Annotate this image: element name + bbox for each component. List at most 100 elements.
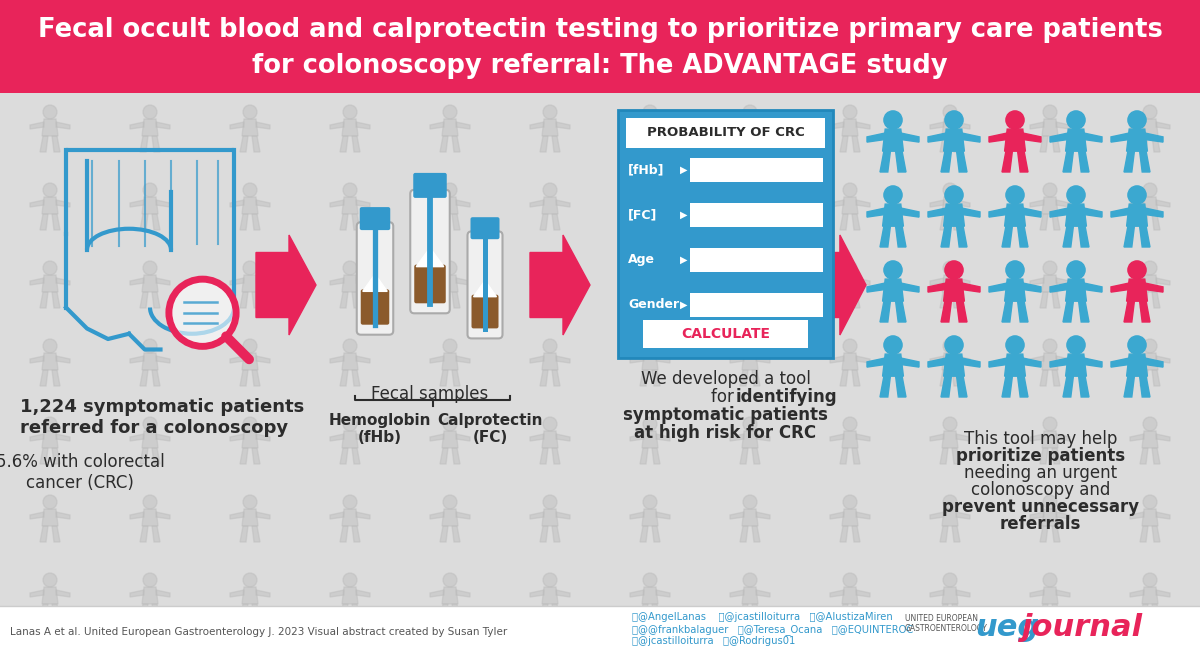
Polygon shape [1145,208,1163,217]
Polygon shape [142,431,158,448]
Polygon shape [1042,197,1058,214]
Polygon shape [56,356,70,363]
Polygon shape [1156,200,1170,207]
Polygon shape [1130,434,1144,441]
Polygon shape [1063,226,1074,247]
FancyBboxPatch shape [690,203,823,227]
Polygon shape [452,604,460,620]
Text: for colonoscopy referral: The ADVANTAGE study: for colonoscopy referral: The ADVANTAGE … [252,53,948,79]
Polygon shape [1142,431,1158,448]
Polygon shape [1127,204,1147,226]
Circle shape [943,573,958,587]
Polygon shape [1079,226,1090,247]
Circle shape [242,261,257,275]
Polygon shape [556,200,570,207]
Circle shape [1128,261,1146,279]
FancyBboxPatch shape [410,190,450,313]
Polygon shape [962,133,980,142]
Circle shape [884,261,902,279]
Circle shape [143,495,157,509]
Polygon shape [852,370,860,386]
Polygon shape [652,136,660,152]
Text: ▶: ▶ [680,300,688,310]
Polygon shape [956,356,970,363]
Polygon shape [140,292,148,308]
FancyBboxPatch shape [626,118,826,148]
Polygon shape [642,275,658,292]
Polygon shape [1156,122,1170,129]
Polygon shape [1127,354,1147,376]
Polygon shape [256,434,270,441]
Circle shape [43,183,58,197]
Text: symptomatic patients: symptomatic patients [623,406,828,424]
Polygon shape [530,200,544,207]
Polygon shape [1084,283,1102,292]
Polygon shape [895,376,906,397]
Polygon shape [895,151,906,172]
Polygon shape [530,590,544,597]
Text: ▶: ▶ [680,165,688,175]
Circle shape [842,495,857,509]
Polygon shape [880,151,890,172]
Polygon shape [142,509,158,526]
Polygon shape [1042,587,1058,604]
FancyBboxPatch shape [361,290,389,325]
Polygon shape [256,200,270,207]
Polygon shape [1084,358,1102,367]
Polygon shape [1142,509,1158,526]
Polygon shape [1140,604,1148,620]
Circle shape [1067,336,1085,354]
Polygon shape [140,370,148,386]
Polygon shape [901,358,919,367]
Polygon shape [830,590,844,597]
Polygon shape [952,604,960,620]
Polygon shape [440,214,448,230]
Polygon shape [330,512,344,519]
Polygon shape [730,278,744,285]
Polygon shape [1142,587,1158,604]
Polygon shape [1127,129,1147,151]
Polygon shape [1052,448,1060,464]
Polygon shape [842,431,858,448]
Polygon shape [340,448,348,464]
Polygon shape [883,129,904,151]
Polygon shape [730,122,744,129]
Circle shape [43,417,58,431]
Polygon shape [142,587,158,604]
Polygon shape [1042,275,1058,292]
Polygon shape [240,136,248,152]
Polygon shape [40,448,48,464]
Polygon shape [416,248,444,267]
Polygon shape [56,512,70,519]
Circle shape [1006,111,1024,129]
Polygon shape [930,434,944,441]
Polygon shape [540,136,548,152]
Polygon shape [880,376,890,397]
Polygon shape [928,358,947,367]
FancyBboxPatch shape [414,265,445,303]
Polygon shape [1022,283,1042,292]
FancyBboxPatch shape [413,173,446,198]
Polygon shape [1066,204,1086,226]
Polygon shape [242,587,258,604]
Polygon shape [656,590,670,597]
Circle shape [643,417,658,431]
Polygon shape [1052,292,1060,308]
Polygon shape [56,434,70,441]
Polygon shape [152,292,160,308]
Polygon shape [40,292,48,308]
Polygon shape [752,370,760,386]
Polygon shape [352,136,360,152]
Circle shape [842,183,857,197]
Polygon shape [940,526,948,542]
Text: Hemoglobin
(fHb): Hemoglobin (fHb) [329,413,431,445]
Circle shape [443,417,457,431]
Circle shape [343,261,358,275]
Polygon shape [142,119,158,136]
Polygon shape [1145,358,1163,367]
Polygon shape [56,122,70,129]
Polygon shape [556,122,570,129]
Polygon shape [1152,604,1160,620]
Polygon shape [40,526,48,542]
Circle shape [884,111,902,129]
